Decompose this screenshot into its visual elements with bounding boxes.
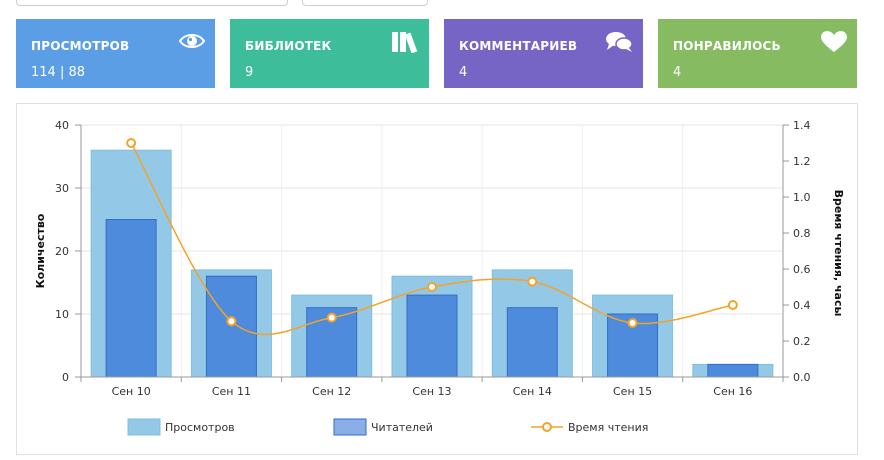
books-icon xyxy=(392,32,418,53)
stat-card-views[interactable]: ПРОСМОТРОВ 114 | 88 xyxy=(16,19,215,88)
legend-label-reading-time: Время чтения xyxy=(568,421,648,434)
legend-swatch-views xyxy=(127,418,161,436)
top-field-left[interactable] xyxy=(16,0,288,6)
stat-card-value: 4 xyxy=(459,65,468,80)
stat-card-label: БИБЛИОТЕК xyxy=(245,39,332,53)
legend-marker-reading-time xyxy=(542,422,552,432)
x-tick-label: Сен 15 xyxy=(613,385,652,398)
bar-readers xyxy=(506,307,558,378)
stat-card-likes[interactable]: ПОНРАВИЛОСЬ 4 xyxy=(658,19,857,88)
eye-icon xyxy=(179,34,205,48)
reading-time-point xyxy=(627,318,638,328)
stat-card-comments[interactable]: КОММЕНТАРИЕВ 4 xyxy=(444,19,643,88)
reading-time-point xyxy=(427,282,437,292)
legend-swatch-readers xyxy=(333,418,367,436)
x-tick-label: Сен 14 xyxy=(513,385,552,398)
reading-time-point xyxy=(727,300,738,310)
y-tick-label: 10 xyxy=(55,308,69,321)
x-tick-label: Сен 13 xyxy=(412,385,451,398)
top-field-right[interactable] xyxy=(302,0,428,6)
x-tick-label: Сен 12 xyxy=(312,385,351,398)
x-tick-label: Сен 10 xyxy=(112,385,151,398)
y-tick-label: 40 xyxy=(55,119,69,132)
stat-card-libraries[interactable]: БИБЛИОТЕК 9 xyxy=(230,19,429,88)
y-right-tick-label: 0.8 xyxy=(793,227,811,240)
bar-readers xyxy=(205,275,257,378)
stat-card-value: 114 | 88 xyxy=(31,65,85,80)
reading-time-point xyxy=(226,316,237,327)
x-tick-label: Сен 11 xyxy=(212,385,251,398)
bar-readers xyxy=(707,363,759,378)
stat-card-value: 4 xyxy=(673,65,682,80)
x-tick-label: Сен 16 xyxy=(713,385,752,398)
chart-panel: 0 10 20 30 40 0.0 0.2 0.4 0.6 0.8 1.0 1.2 1.4 Сен 10 С… xyxy=(16,103,858,455)
bar-readers xyxy=(406,294,458,378)
legend-label-views: Просмотров xyxy=(165,421,235,434)
y-tick-label: 20 xyxy=(55,245,69,258)
reading-time-point xyxy=(126,138,137,148)
y-right-tick-label: 1.0 xyxy=(793,191,811,204)
stat-card-label: ПРОСМОТРОВ xyxy=(31,39,130,53)
y-tick-label: 30 xyxy=(55,182,69,195)
y-right-tick-label: 0.6 xyxy=(793,263,811,276)
y-tick-label: 0 xyxy=(62,371,69,384)
y-right-tick-label: 1.4 xyxy=(793,119,811,132)
stat-card-value: 9 xyxy=(245,65,254,80)
stat-card-label: ПОНРАВИЛОСЬ xyxy=(673,39,781,53)
legend-label-readers: Читателей xyxy=(371,421,433,434)
y-axis-title: Количество xyxy=(34,213,47,288)
y-right-tick-label: 0.2 xyxy=(793,335,811,348)
y-right-tick-label: 0.4 xyxy=(793,299,811,312)
reading-time-point xyxy=(326,312,337,323)
y-right-tick-label: 0.0 xyxy=(793,371,811,384)
reading-stats-chart: 0 10 20 30 40 0.0 0.2 0.4 0.6 0.8 1.0 1.2 1.4 Сен 10 С… xyxy=(34,119,845,436)
y-right-axis-title: Время чтения, часы xyxy=(832,190,845,317)
comments-icon xyxy=(606,32,633,52)
heart-icon xyxy=(821,31,847,52)
reading-time-point xyxy=(527,276,538,287)
y-right-tick-label: 1.2 xyxy=(793,155,811,168)
bar-readers xyxy=(105,219,157,378)
stat-card-label: КОММЕНТАРИЕВ xyxy=(459,39,578,53)
